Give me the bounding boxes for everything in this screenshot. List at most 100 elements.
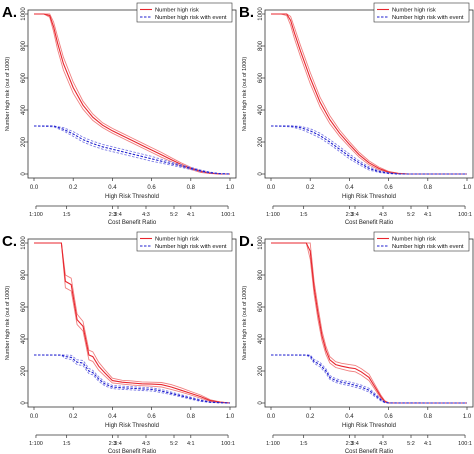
cost-benefit-tick-label: 1:100: [266, 441, 280, 447]
cost-benefit-axis-label: Cost Benefit Ratio: [108, 220, 157, 226]
cost-benefit-tick-label: 1:100: [266, 212, 280, 218]
y-tick-label: 600: [258, 301, 264, 312]
cost-benefit-tick-label: 1:5: [300, 212, 308, 218]
panel-label: A.: [2, 4, 17, 21]
y-axis-label: Number high risk (out of 1000): [5, 57, 11, 131]
x-tick-label: 0.4: [345, 414, 354, 420]
plot-frame: [27, 9, 237, 179]
cost-benefit-tick-label: 2:3: [109, 212, 117, 218]
legend-label: Number high risk with event: [392, 244, 464, 250]
cost-benefit-tick-label: 3:4: [351, 441, 359, 447]
cost-benefit-tick-label: 1:100: [29, 441, 43, 447]
legend-box: [373, 2, 470, 23]
x-tick-label: 1.0: [463, 414, 472, 420]
y-tick-label: 0: [258, 172, 264, 176]
y-tick-label: 200: [258, 365, 264, 376]
legend-box: [136, 231, 233, 252]
x-tick-label: 0.4: [108, 185, 117, 191]
x-tick-label: 0.0: [30, 185, 39, 191]
cost-benefit-tick-label: 1:5: [63, 441, 71, 447]
legend-box: [136, 2, 233, 23]
x-tick-label: 0.4: [108, 414, 117, 420]
cost-benefit-tick-label: 4:3: [142, 212, 150, 218]
cost-benefit-tick-label: 2:3: [109, 441, 117, 447]
y-tick-label: 800: [21, 40, 27, 51]
plot-frame: [27, 238, 237, 408]
lower-bound-line: [270, 354, 467, 404]
y-tick-label: 0: [21, 401, 27, 405]
y-tick-label: 600: [258, 72, 264, 83]
plot-frame: [264, 238, 474, 408]
cost-benefit-tick-label: 100:1: [221, 441, 235, 447]
series-high-risk-with-event: [33, 125, 231, 175]
chart-panel-b: B. 0 200 400 600 800 1000 Number high risk (out…: [239, 2, 474, 226]
x-axis-label: High Risk Threshold: [105, 423, 159, 429]
y-tick-label: 1000: [258, 236, 264, 250]
x-tick-label: 1.0: [226, 185, 235, 191]
legend-label: Number high risk: [155, 237, 199, 243]
y-tick-label: 0: [258, 401, 264, 405]
legend-label: Number high risk with event: [155, 15, 227, 21]
cost-benefit-tick-label: 2:3: [346, 441, 354, 447]
upper-bound-line: [34, 242, 231, 404]
cost-benefit-tick-label: 5:2: [407, 212, 415, 218]
cost-benefit-tick-label: 1:5: [63, 212, 71, 218]
series-line: [271, 242, 467, 404]
series-line: [34, 13, 230, 175]
y-tick-label: 1000: [21, 7, 27, 21]
legend-label: Number high risk with event: [392, 15, 464, 21]
y-tick-label: 400: [21, 104, 27, 115]
x-tick-label: 0.2: [69, 185, 78, 191]
x-tick-label: 0.2: [306, 185, 315, 191]
series-line: [271, 125, 467, 175]
lower-bound-line: [34, 13, 230, 175]
series-high-risk: [34, 13, 231, 175]
plot-frame: [264, 9, 474, 179]
x-tick-label: 1.0: [226, 414, 235, 420]
cost-benefit-tick-label: 4:3: [142, 441, 150, 447]
cost-benefit-tick-label: 4:1: [187, 441, 195, 447]
x-tick-label: 0.0: [267, 414, 276, 420]
upper-bound-line: [34, 354, 231, 404]
cost-benefit-tick-label: 4:3: [379, 212, 387, 218]
cost-benefit-tick-label: 4:3: [379, 441, 387, 447]
y-tick-label: 600: [21, 301, 27, 312]
lower-bound-line: [271, 242, 467, 404]
x-tick-label: 1.0: [463, 185, 472, 191]
series-high-risk: [271, 242, 467, 404]
x-tick-label: 0.8: [187, 185, 196, 191]
cost-benefit-tick-label: 1:5: [300, 441, 308, 447]
x-tick-label: 0.8: [424, 185, 433, 191]
panel-label: D.: [239, 233, 254, 250]
series-line: [34, 354, 231, 404]
cost-benefit-tick-label: 1:100: [29, 212, 43, 218]
cost-benefit-tick-label: 5:2: [407, 441, 415, 447]
upper-bound-line: [271, 13, 467, 175]
cost-benefit-tick-label: 100:1: [458, 212, 472, 218]
y-tick-label: 800: [258, 40, 264, 51]
series-high-risk-with-event: [270, 125, 467, 175]
y-tick-label: 200: [21, 365, 27, 376]
legend-label: Number high risk: [392, 8, 436, 14]
upper-bound-line: [271, 125, 467, 175]
cost-benefit-tick-label: 2:3: [346, 212, 354, 218]
lower-bound-line: [34, 242, 231, 404]
x-axis-label: High Risk Threshold: [342, 194, 396, 200]
panel-label: C.: [2, 233, 17, 250]
cost-benefit-tick-label: 5:2: [170, 441, 178, 447]
series-line: [34, 125, 231, 175]
series-line: [34, 242, 231, 404]
legend-label: Number high risk with event: [155, 244, 227, 250]
panel-label: B.: [239, 4, 254, 21]
y-tick-label: 600: [21, 72, 27, 83]
x-tick-label: 0.8: [187, 414, 196, 420]
upper-bound-line: [34, 13, 231, 175]
series-high-risk: [271, 13, 467, 175]
upper-bound-line: [271, 242, 467, 404]
series-line: [271, 13, 467, 175]
y-axis-label: Number high risk (out of 1000): [242, 57, 248, 131]
